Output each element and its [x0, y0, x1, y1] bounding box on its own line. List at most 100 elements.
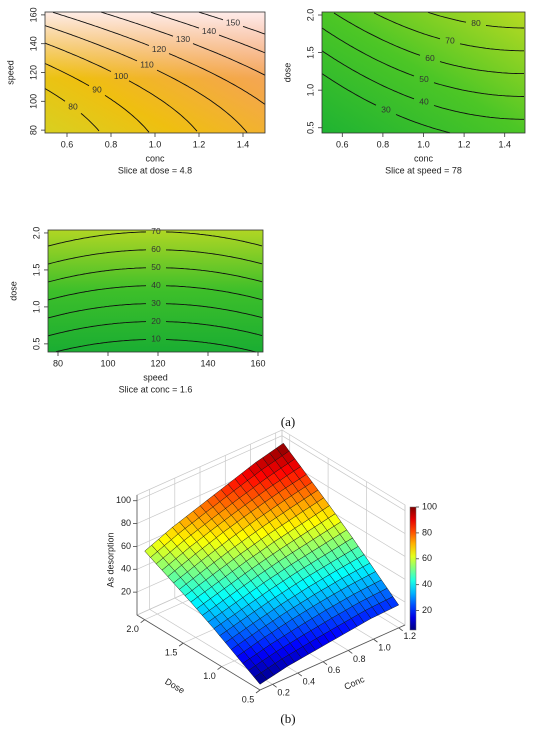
contour-label: 70 — [445, 36, 455, 46]
caption: Slice at conc = 1.6 — [119, 384, 193, 394]
y-tick-label: 0.5 — [305, 121, 315, 134]
contour-line — [321, 73, 451, 134]
contour-label: 40 — [151, 280, 161, 290]
contour-label: 80 — [68, 101, 78, 111]
x-tick-label: 1.0 — [417, 139, 430, 149]
x-tick-label: 1.4 — [237, 139, 250, 149]
x-tick-label: 1.0 — [149, 139, 162, 149]
conc-tick — [297, 672, 303, 677]
colorbar-tick-label: 20 — [422, 605, 432, 615]
contour-line — [373, 12, 524, 52]
contour-label: 70 — [151, 226, 161, 236]
surface-patch — [253, 672, 268, 685]
contour-line — [333, 12, 524, 75]
dose-tick — [178, 642, 184, 647]
y-tick-label: 1.5 — [305, 46, 315, 59]
contour-line — [55, 339, 257, 353]
contour-label: 130 — [176, 34, 190, 44]
y-tick-label: 160 — [28, 7, 38, 22]
contour-line — [47, 285, 263, 301]
x-tick-label: 0.8 — [105, 139, 118, 149]
contour-line — [47, 249, 263, 265]
y-tick-label: 0.5 — [31, 338, 41, 351]
contour-line — [100, 11, 266, 76]
dose-tick-label: 0.5 — [242, 694, 255, 704]
conc-tick — [322, 661, 328, 666]
y-axis-title: dose — [282, 63, 292, 83]
dose-tick-label: 2.0 — [126, 624, 139, 634]
plot-background — [322, 12, 525, 133]
x-tick-label: 100 — [100, 358, 115, 368]
y-tick-label: 2.0 — [31, 227, 41, 240]
contour-line — [44, 63, 150, 133]
contour-label: 140 — [202, 26, 216, 36]
z-tick-label: 80 — [121, 518, 131, 528]
x-tick-label: 0.8 — [377, 139, 390, 149]
contour-line — [321, 27, 524, 97]
z-tick-label: 40 — [121, 564, 131, 574]
y-tick-label: 1.5 — [31, 264, 41, 277]
colorbar-tick-label: 40 — [422, 579, 432, 589]
dose-tick — [255, 689, 261, 694]
contour-line — [47, 321, 263, 337]
conc-tick — [348, 650, 353, 654]
colorbar-tick-label: 100 — [422, 501, 437, 511]
conc-tick-label: 0.6 — [328, 665, 341, 675]
z-tick-label: 100 — [116, 495, 131, 505]
plot-background — [45, 12, 265, 133]
conc-tick-label: 0.8 — [353, 654, 366, 664]
x-tick-label: 120 — [150, 358, 165, 368]
x-axis-title: conc — [414, 153, 434, 163]
dose-tick-label: 1.0 — [203, 671, 216, 681]
x-axis-title: conc — [145, 153, 165, 163]
y-tick-label: 2.0 — [305, 9, 315, 22]
colorbar — [409, 506, 417, 631]
colorbar-tick-label: 60 — [422, 553, 432, 563]
plot-frame — [47, 229, 264, 353]
x-tick-label: 80 — [53, 358, 63, 368]
contour-label: 20 — [151, 316, 161, 326]
y-tick-label: 1.0 — [305, 84, 315, 97]
axis-line — [136, 614, 261, 691]
x-tick-label: 140 — [200, 358, 215, 368]
conc-tick-label: 0.2 — [277, 688, 290, 698]
contour-label: 40 — [419, 97, 429, 107]
contour-line — [47, 231, 263, 247]
contour-label: 30 — [381, 104, 391, 114]
y-axis-title: dose — [8, 281, 18, 301]
conc-tick-label: 0.4 — [303, 676, 316, 686]
y-tick-label: 140 — [28, 36, 38, 51]
y-tick-label: 120 — [28, 65, 38, 80]
x-tick-label: 160 — [250, 358, 265, 368]
contour-label: 10 — [151, 334, 161, 344]
x-tick-label: 1.4 — [498, 139, 511, 149]
y-tick-label: 80 — [28, 125, 38, 135]
contour-line — [52, 11, 266, 105]
contour-line — [198, 11, 266, 35]
contour-label: 30 — [151, 298, 161, 308]
contour-line — [427, 11, 524, 29]
contour-line — [47, 267, 263, 283]
conc-tick — [373, 638, 378, 643]
contour-label: 120 — [152, 44, 166, 54]
conc-tick-label: 1.0 — [378, 643, 391, 653]
contour-line — [150, 11, 266, 54]
z-tick-label: 60 — [121, 541, 131, 551]
axis-line — [259, 624, 406, 691]
contour-label: 80 — [471, 18, 481, 28]
z-tick-label: 20 — [121, 587, 131, 597]
contour-label: 50 — [419, 74, 429, 84]
x-axis-title: speed — [143, 372, 168, 382]
contour-line — [44, 88, 100, 132]
contour-label: 50 — [151, 262, 161, 272]
x-tick-label: 1.2 — [458, 139, 471, 149]
conc-tick — [272, 684, 277, 688]
contour-line — [47, 303, 263, 319]
colorbar-tick-label: 80 — [422, 527, 432, 537]
grid-line — [136, 435, 406, 511]
contour-label: 150 — [226, 17, 240, 27]
caption: Slice at dose = 4.8 — [118, 165, 192, 175]
panel-label: (a) — [281, 414, 295, 429]
y-tick-label: 100 — [28, 94, 38, 109]
